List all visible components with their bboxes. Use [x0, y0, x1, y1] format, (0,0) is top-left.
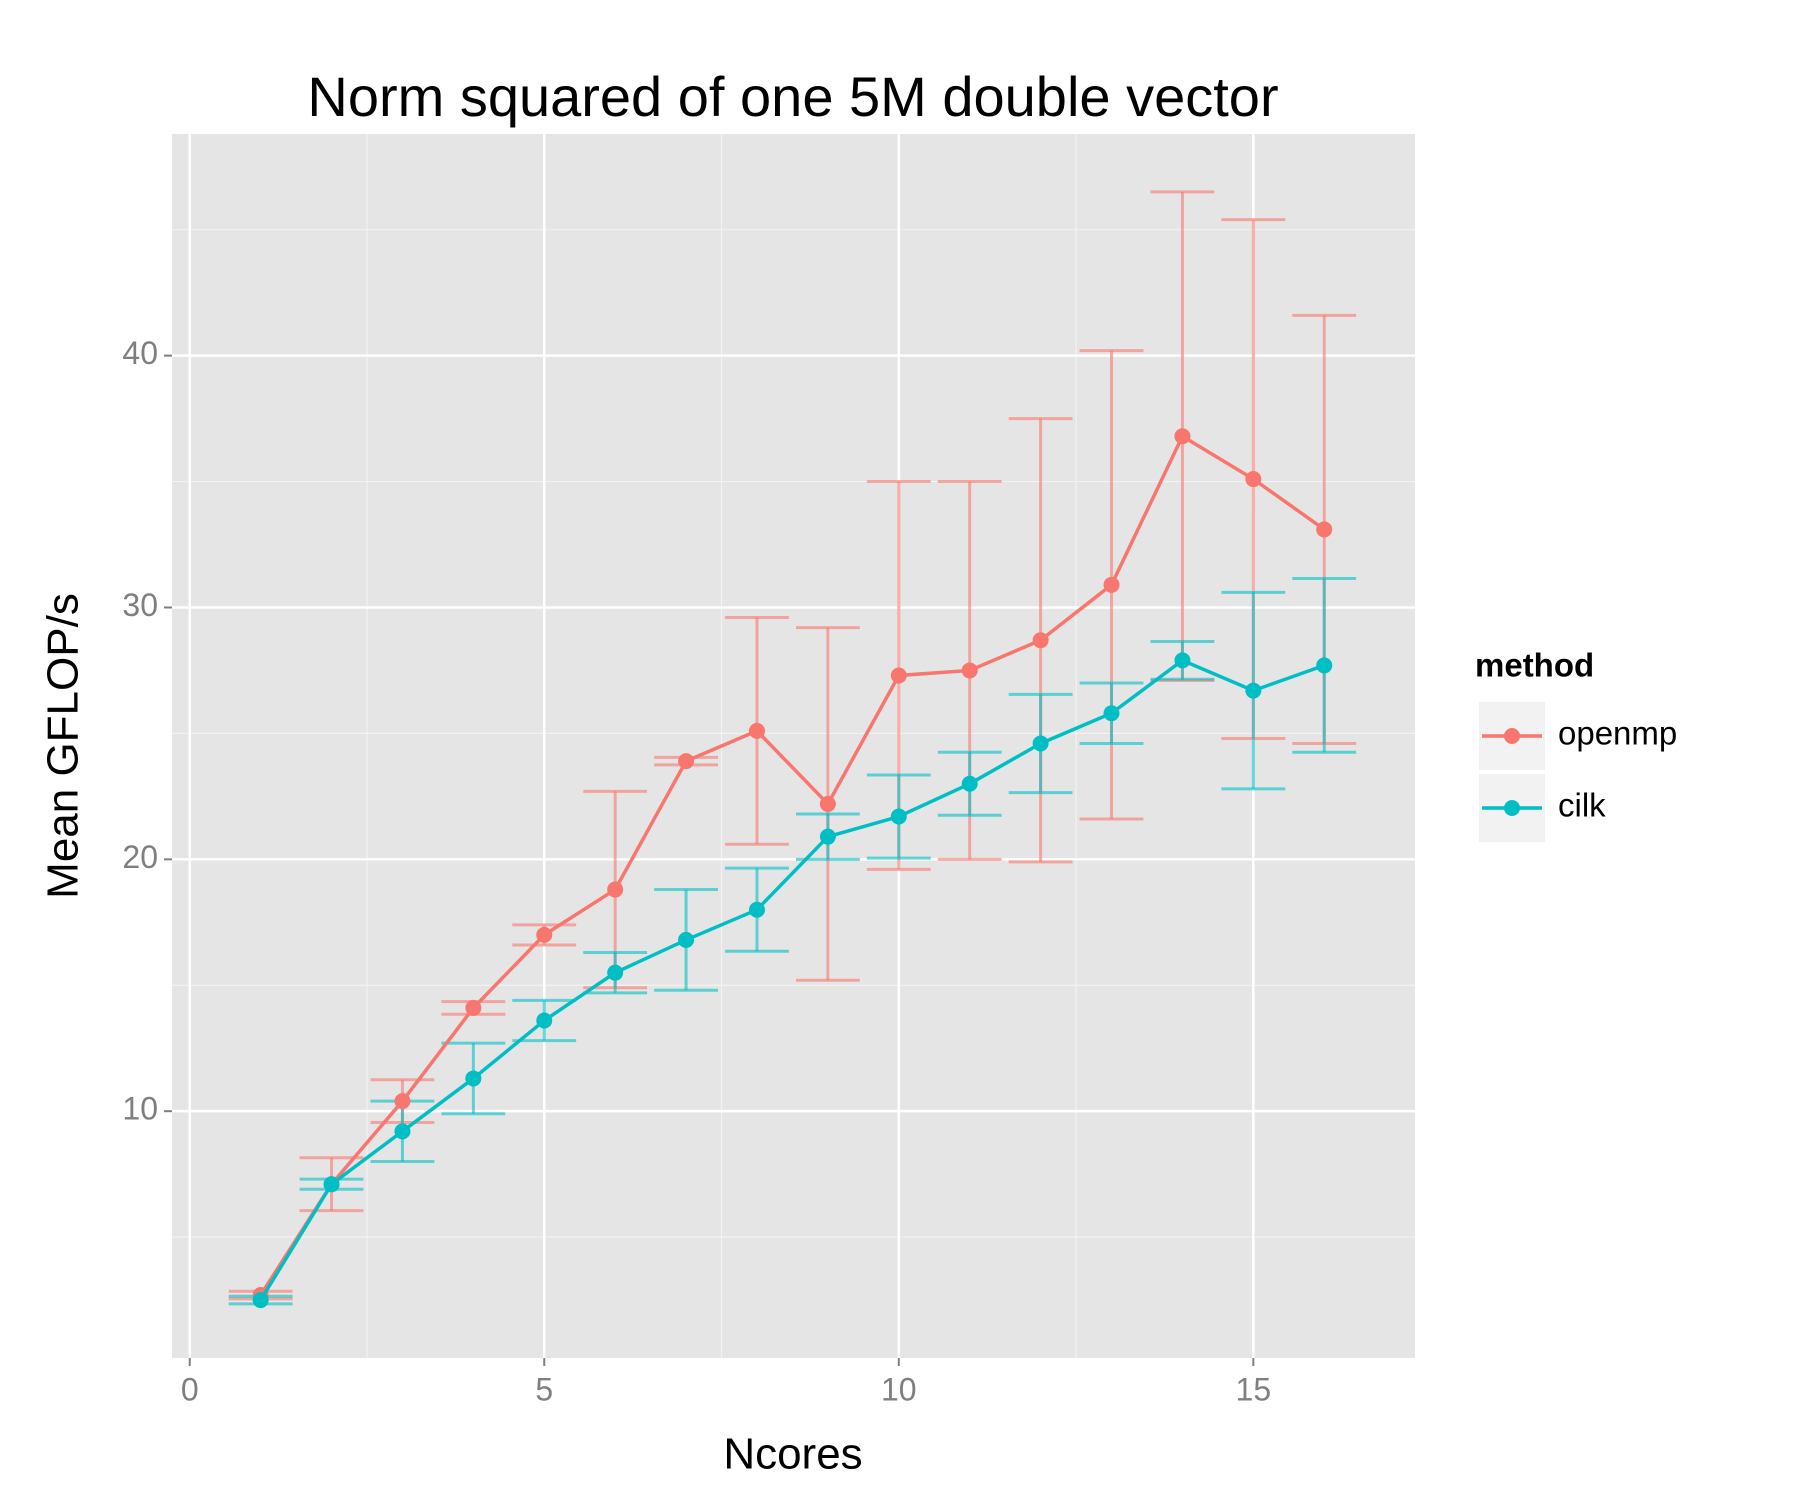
x-tick-label: 5 — [535, 1371, 553, 1407]
point — [1032, 632, 1049, 649]
y-tick-label: 10 — [122, 1091, 158, 1127]
legend-title: method — [1475, 647, 1594, 684]
point — [748, 901, 765, 918]
point — [465, 1070, 482, 1087]
point — [1316, 521, 1333, 538]
legend-key-point — [1504, 728, 1520, 744]
legend-key-point — [1504, 800, 1520, 816]
x-tick-label: 10 — [881, 1371, 917, 1407]
chart-title: Norm squared of one 5M double vector — [307, 65, 1278, 128]
point — [890, 667, 907, 684]
legend: openmp cilk — [1479, 702, 1677, 842]
marks — [228, 190, 1357, 1309]
point — [819, 828, 836, 845]
point — [1245, 682, 1262, 699]
point — [607, 964, 624, 981]
point — [748, 722, 765, 739]
point — [961, 662, 978, 679]
point — [536, 1012, 553, 1029]
point — [678, 931, 695, 948]
point — [1103, 705, 1120, 722]
point — [607, 881, 624, 898]
point — [890, 808, 907, 825]
point — [465, 999, 482, 1016]
legend-label: openmp — [1558, 715, 1677, 752]
grid: 0 5 10 15 10 20 30 40 — [122, 134, 1415, 1407]
point — [252, 1292, 269, 1309]
point — [394, 1123, 411, 1140]
point — [1174, 652, 1191, 669]
x-axis-label: Ncores — [723, 1430, 862, 1479]
point — [1245, 471, 1262, 488]
y-tick-label: 40 — [122, 335, 158, 371]
point — [1032, 735, 1049, 752]
point — [819, 795, 836, 812]
point — [961, 775, 978, 792]
point — [1316, 657, 1333, 674]
x-tick-label: 15 — [1236, 1371, 1272, 1407]
point — [323, 1176, 340, 1193]
point — [536, 926, 553, 943]
point — [1103, 576, 1120, 593]
point — [394, 1093, 411, 1110]
legend-label: cilk — [1558, 787, 1606, 824]
point — [1174, 428, 1191, 445]
y-tick-label: 30 — [122, 587, 158, 623]
series-line — [259, 433, 1326, 1296]
plot-background — [172, 134, 1415, 1358]
point — [678, 753, 695, 770]
x-tick-label: 0 — [181, 1371, 199, 1407]
y-axis-label: Mean GFLOP/s — [39, 593, 88, 899]
series-line — [259, 658, 1325, 1301]
y-tick-label: 20 — [122, 839, 158, 875]
